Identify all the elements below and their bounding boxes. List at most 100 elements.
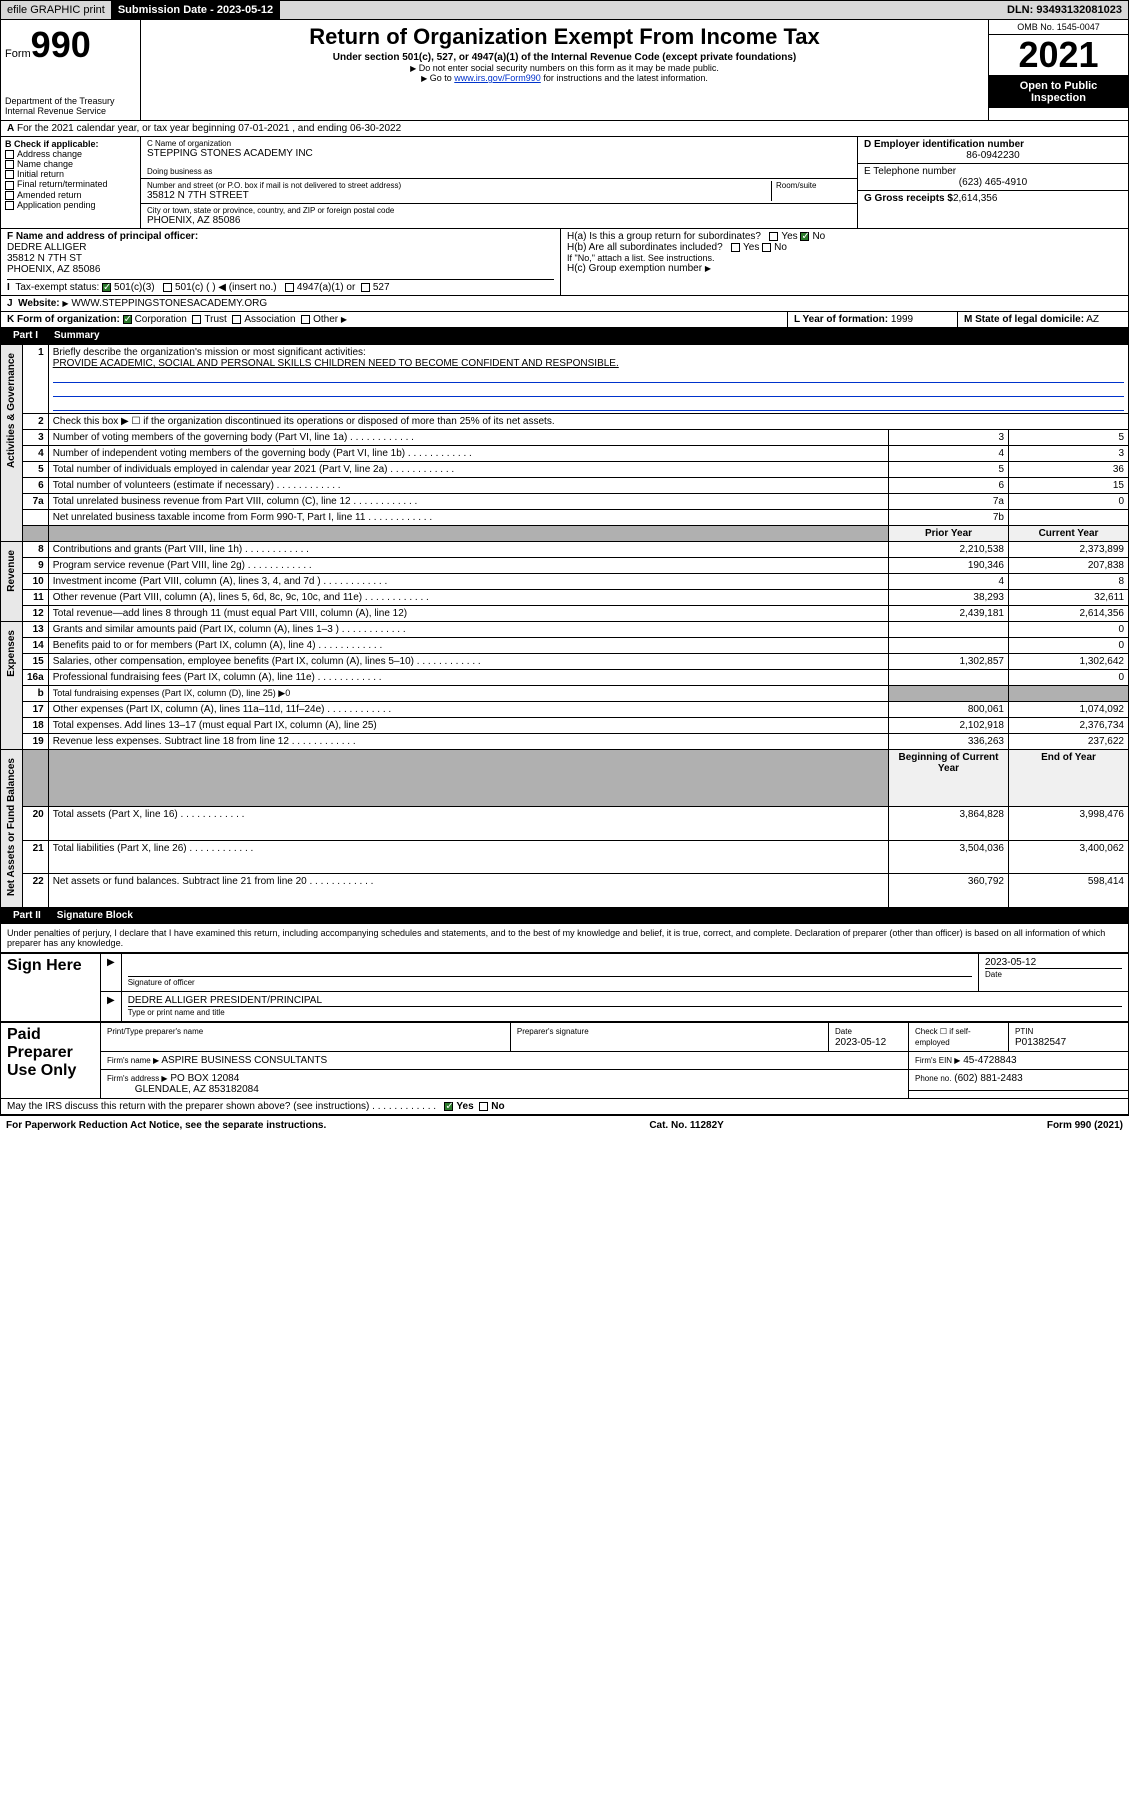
paid-label: Paid Preparer Use Only [1,1023,101,1099]
row-j: J Website: WWW.STEPPINGSTONESACADEMY.ORG [0,296,1129,312]
chk-address[interactable] [5,150,14,159]
addr-label: Number and street (or P.O. box if mail i… [147,181,771,190]
j-label: Website: [18,298,60,309]
name-title-label: Type or print name and title [128,1008,225,1017]
r10p: 4 [889,574,1009,590]
sig-officer-label: Signature of officer [128,978,195,987]
chk-501c3[interactable] [102,283,111,292]
chk-527[interactable] [361,283,370,292]
e15: 15 [23,654,49,670]
ln3v: 5 [1009,430,1129,446]
chk-hb-yes[interactable] [731,243,740,252]
e17t: Other expenses (Part IX, column (A), lin… [53,704,392,715]
inspection-label: Open to Public Inspection [989,76,1128,108]
gross-receipts: 2,614,356 [953,193,998,204]
e14t: Benefits paid to or for members (Part IX… [53,640,383,651]
chk-amended[interactable] [5,191,14,200]
ln6v: 15 [1009,478,1129,494]
summary-table: Activities & Governance 1 Briefly descri… [0,344,1129,908]
e19t: Revenue less expenses. Subtract line 18 … [53,736,356,747]
opt-501c: 501(c) ( ) [175,282,216,293]
ln5b: 5 [889,462,1009,478]
dba-label: Doing business as [147,167,851,176]
n20t: Total assets (Part X, line 16) [53,809,245,820]
chk-ha-no[interactable] [800,232,809,241]
r9c: 207,838 [1009,558,1129,574]
chk-name[interactable] [5,160,14,169]
m-label: M State of legal domicile: [964,314,1084,325]
r12t: Total revenue—add lines 8 through 11 (mu… [53,608,407,619]
chk-final[interactable] [5,181,14,190]
submission-date: Submission Date - 2023-05-12 [112,1,280,19]
hc-label: H(c) Group exemption number [567,263,702,274]
r11t: Other revenue (Part VIII, column (A), li… [53,592,429,603]
q2: Check this box ▶ ☐ if the organization d… [48,414,1128,430]
discuss-row: May the IRS discuss this return with the… [0,1099,1129,1115]
hdr-prior: Prior Year [889,526,1009,542]
irs-link[interactable]: www.irs.gov/Form990 [454,73,541,83]
chk-discuss-yes[interactable] [444,1102,453,1111]
chk-corp[interactable] [123,315,132,324]
no-1: No [812,231,825,242]
p-date-label: Date [835,1027,852,1036]
section-bcd: B Check if applicable: Address change Na… [0,137,1129,229]
part2-num: Part II [7,910,47,921]
ein: 86-0942230 [864,150,1122,161]
note-1: Do not enter social security numbers on … [419,63,719,73]
ln4t: Number of independent voting members of … [53,448,472,459]
ln5t: Total number of individuals employed in … [53,464,455,475]
chk-4947[interactable] [285,283,294,292]
firm-addr2: GLENDALE, AZ 853182084 [135,1084,259,1095]
ln4b: 4 [889,446,1009,462]
room-label: Room/suite [776,181,851,190]
chk-other[interactable] [301,315,310,324]
ln3b: 3 [889,430,1009,446]
side-net: Net Assets or Fund Balances [6,752,17,902]
row-klm: K Form of organization: Corporation Trus… [0,312,1129,328]
b-item-1: Name change [17,159,73,169]
p-date: 2023-05-12 [835,1037,886,1048]
e16ap [889,670,1009,686]
org-city: PHOENIX, AZ 85086 [147,215,851,226]
ln7at: Total unrelated business revenue from Pa… [53,496,418,507]
discuss-text: May the IRS discuss this return with the… [7,1101,436,1112]
chk-initial[interactable] [5,170,14,179]
side-rev: Revenue [6,544,17,598]
year-formation: 1999 [891,314,913,325]
ln3: 3 [23,430,49,446]
q1: Briefly describe the organization's miss… [53,347,366,358]
website: WWW.STEPPINGSTONESACADEMY.ORG [71,298,267,309]
chk-app[interactable] [5,201,14,210]
k-label: K Form of organization: [7,314,120,325]
chk-hb-no[interactable] [762,243,771,252]
chk-trust[interactable] [192,315,201,324]
hb-label: H(b) Are all subordinates included? [567,242,723,253]
dept-label: Department of the Treasury [5,96,136,106]
org-name: STEPPING STONES ACADEMY INC [147,148,851,159]
ln6b: 6 [889,478,1009,494]
ln7av: 0 [1009,494,1129,510]
n21c: 3,400,062 [1009,840,1129,874]
r12p: 2,439,181 [889,606,1009,622]
p-phone: (602) 881-2483 [954,1073,1022,1084]
part1-title: Summary [54,330,100,341]
no-3: No [491,1101,504,1112]
no-2: No [774,242,787,253]
chk-assoc[interactable] [232,315,241,324]
r8p: 2,210,538 [889,542,1009,558]
r11p: 38,293 [889,590,1009,606]
chk-discuss-no[interactable] [479,1102,488,1111]
n21: 21 [23,840,49,874]
part1-header: Part I Summary [0,328,1129,344]
chk-501c[interactable] [163,283,172,292]
row-fh: F Name and address of principal officer:… [0,229,1129,296]
e15t: Salaries, other compensation, employee b… [53,656,481,667]
side-exp: Expenses [6,624,17,683]
form-number: 990 [31,24,91,65]
ptin: P01382547 [1015,1037,1066,1048]
firm-ein: 45-4728843 [963,1055,1016,1066]
tax-year: 2021 [989,35,1128,76]
r10: 10 [23,574,49,590]
r11c: 32,611 [1009,590,1129,606]
chk-ha-yes[interactable] [769,232,778,241]
